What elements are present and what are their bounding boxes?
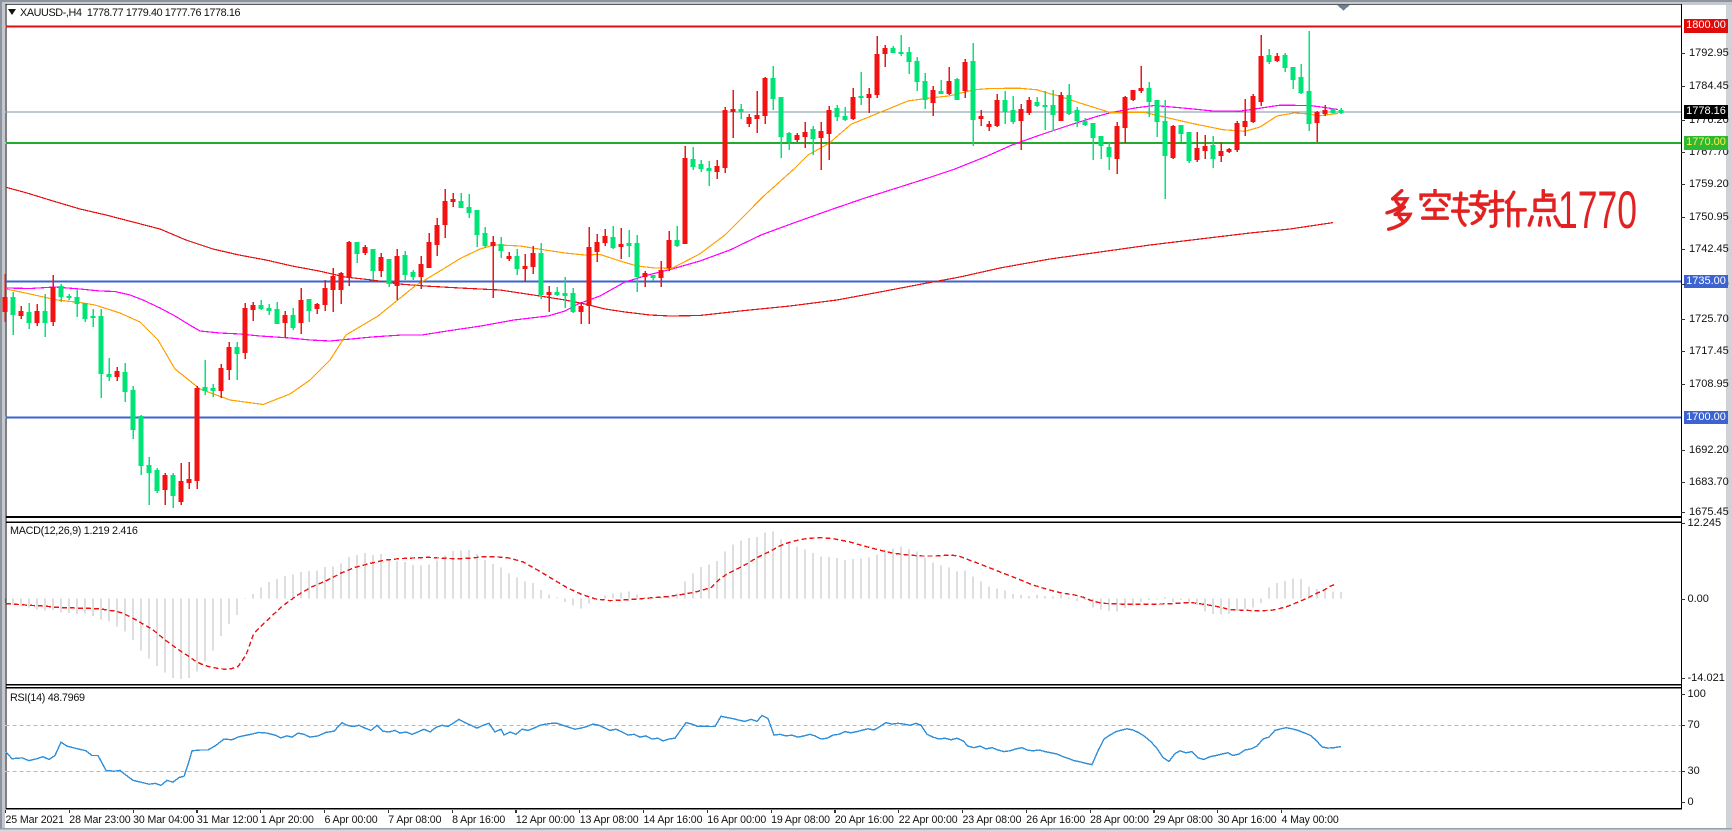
svg-text:1770: 1770 [1558, 181, 1637, 235]
